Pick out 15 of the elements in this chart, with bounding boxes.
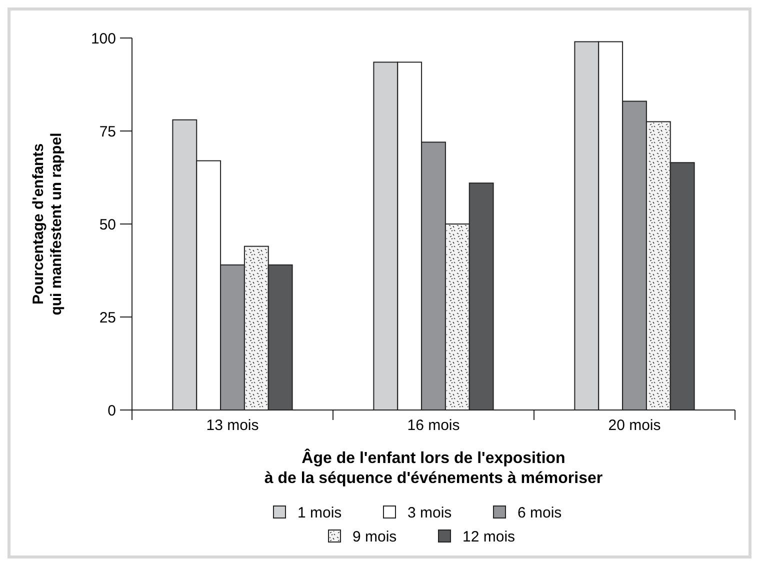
legend-label: 3 mois: [408, 504, 452, 522]
y-tick-label: 25: [99, 309, 116, 326]
y-tick-label: 50: [99, 216, 116, 234]
x-axis-title: Âge de l'enfant lors de l'exposition à de la séquence d'événements à mémoriser: [264, 448, 603, 487]
y-tick-label: 0: [108, 402, 116, 420]
legend-label: 6 mois: [518, 504, 562, 522]
legend-label: 12 mois: [462, 528, 516, 546]
x-tick-label: 20 mois: [608, 417, 661, 434]
x-tick-label: 13 mois: [206, 417, 259, 434]
legend-label: 9 mois: [352, 528, 397, 546]
y-axis-title: Pourcentage d'enfants qui manifestent un rappel: [30, 132, 65, 316]
y-tick-label: 100: [90, 30, 116, 48]
x-tick-label: 16 mois: [407, 417, 460, 434]
y-tick-label: 75: [99, 123, 116, 140]
legend-label: 1 mois: [298, 504, 342, 522]
